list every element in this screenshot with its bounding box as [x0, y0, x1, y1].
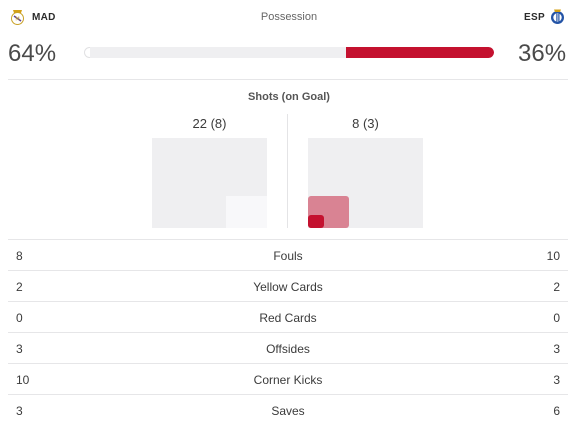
possession-bar-home-cap [84, 47, 90, 58]
home-team-code: MAD [32, 12, 56, 23]
stat-away-value: 6 [553, 404, 560, 418]
away-possession-value: 36% [518, 40, 567, 67]
stat-home-value: 2 [16, 280, 23, 294]
stat-away-value: 10 [546, 249, 560, 263]
stat-row-corner-kicks: 10 Corner Kicks 3 [8, 363, 568, 394]
shots-divider [287, 114, 288, 228]
stat-away-value: 0 [553, 311, 560, 325]
stat-label: Saves [271, 404, 305, 418]
real-madrid-crest-icon: M [11, 10, 24, 25]
home-shots-goal-box [152, 138, 267, 228]
possession-bar-home [84, 47, 347, 58]
espanyol-crest-icon [551, 9, 564, 24]
stat-away-value: 2 [553, 280, 560, 294]
home-shots-value: 22 (8) [192, 116, 227, 131]
away-shots-goal-box [308, 138, 423, 228]
stat-home-value: 8 [16, 249, 23, 263]
stat-away-value: 3 [553, 373, 560, 387]
stat-home-value: 3 [16, 342, 23, 356]
possession-bar [84, 47, 494, 58]
stat-row-saves: 3 Saves 6 [8, 394, 568, 425]
stat-label: Fouls [273, 249, 303, 263]
stat-label: Red Cards [259, 311, 317, 325]
home-shots-on-goal-block [226, 196, 267, 228]
away-shots-value: 8 (3) [352, 116, 379, 131]
stat-home-value: 0 [16, 311, 23, 325]
stat-home-value: 10 [16, 373, 30, 387]
section-divider [8, 79, 568, 80]
stat-label: Offsides [266, 342, 310, 356]
stat-away-value: 3 [553, 342, 560, 356]
stat-row-fouls: 8 Fouls 10 [8, 239, 568, 270]
stat-home-value: 3 [16, 404, 23, 418]
stat-row-offsides: 3 Offsides 3 [8, 332, 568, 363]
shots-title: Shots (on Goal) [248, 91, 330, 103]
stat-label: Yellow Cards [253, 280, 323, 294]
possession-title: Possession [260, 11, 318, 23]
stat-label: Corner Kicks [253, 373, 323, 387]
possession-bar-away [346, 47, 494, 58]
away-shots-on-goal-block [308, 215, 324, 228]
away-team-code: ESP [524, 12, 545, 23]
stat-row-yellow-cards: 2 Yellow Cards 2 [8, 270, 568, 301]
stat-row-red-cards: 0 Red Cards 0 [8, 301, 568, 332]
home-possession-value: 64% [8, 40, 57, 67]
svg-text:M: M [15, 17, 19, 23]
